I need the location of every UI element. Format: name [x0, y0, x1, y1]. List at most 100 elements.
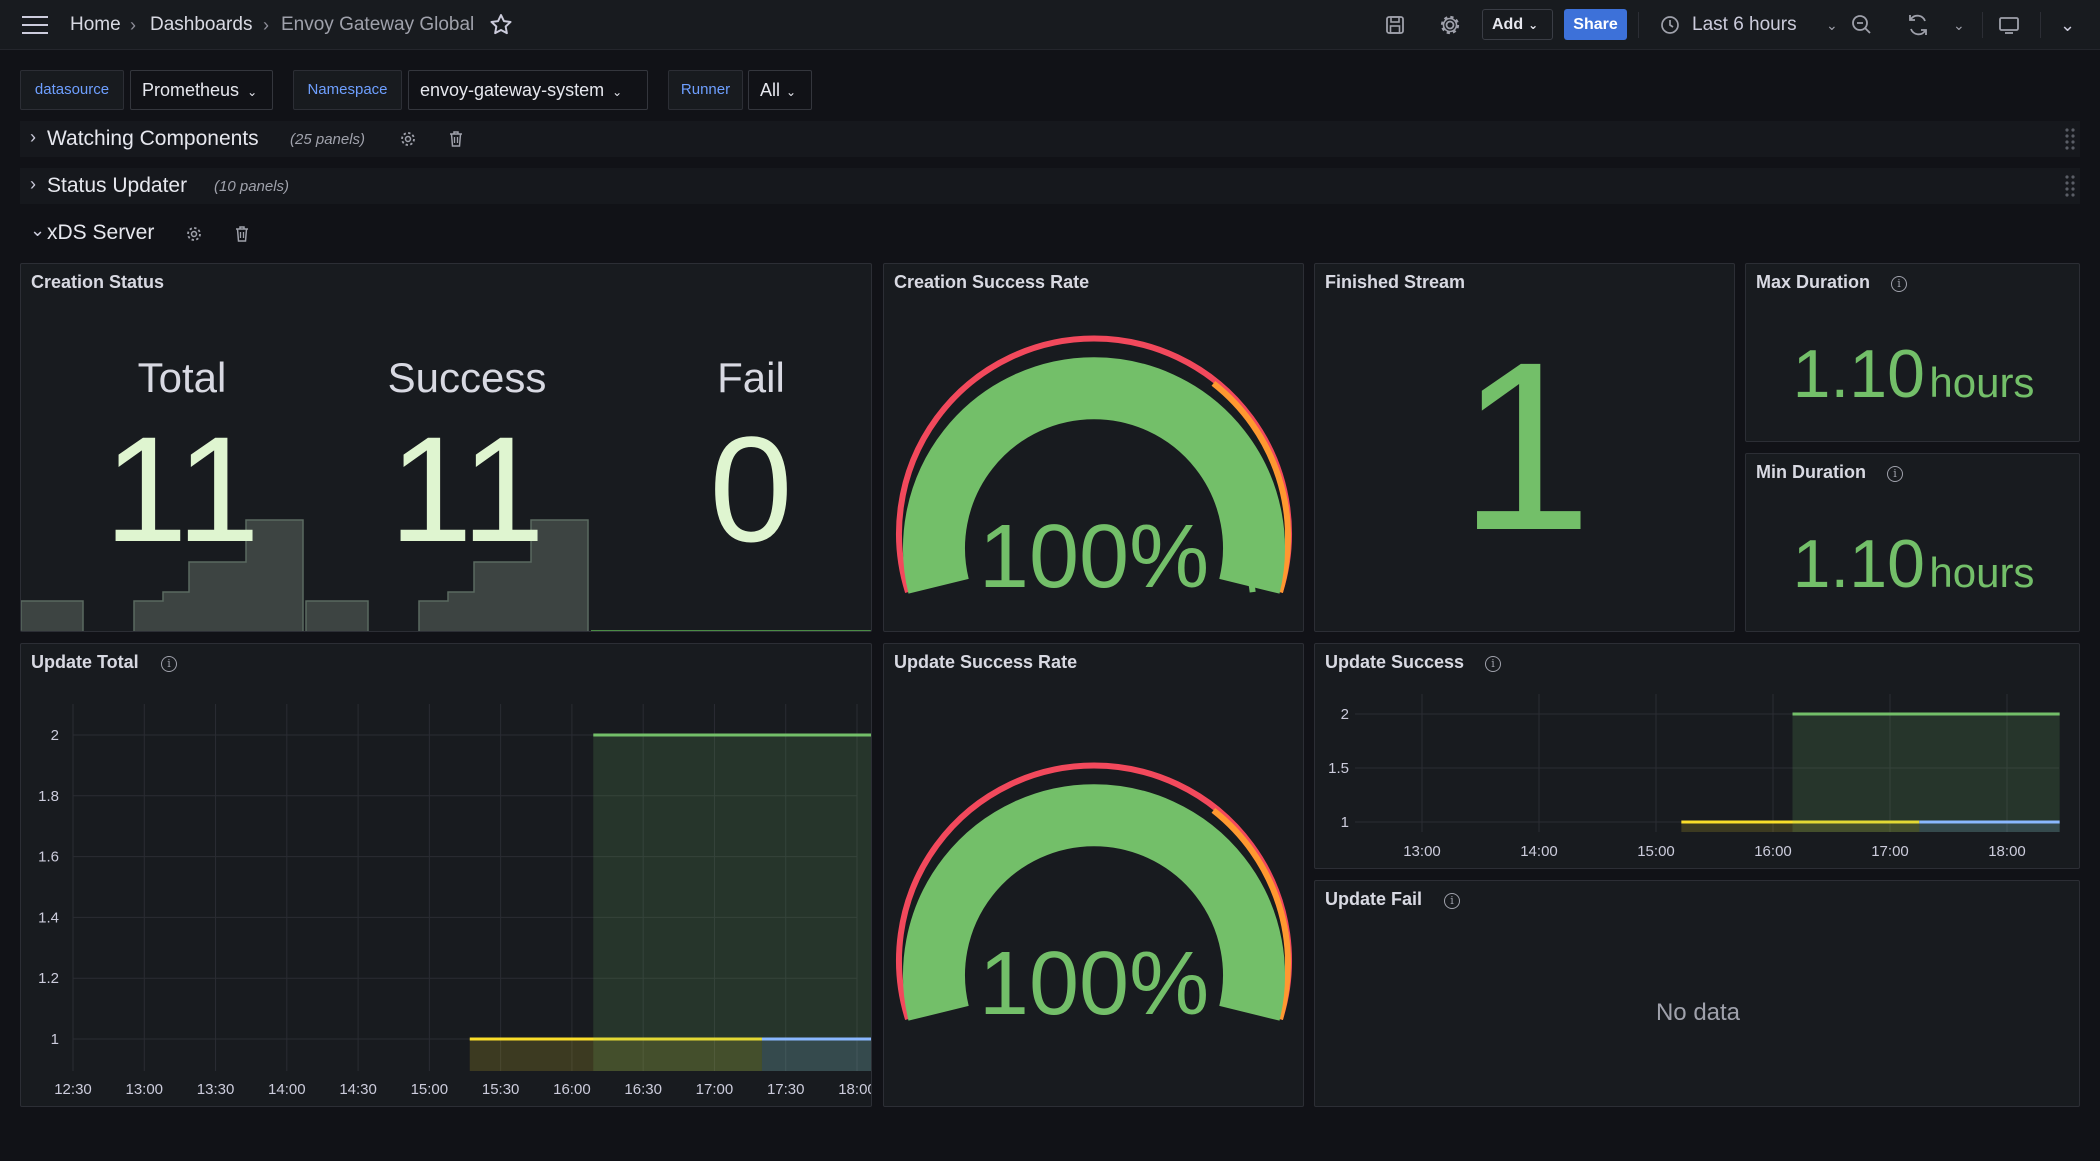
add-button[interactable]: Add ⌄ — [1482, 9, 1553, 40]
panel-finished-stream[interactable]: Finished Stream 1 — [1314, 263, 1735, 632]
x-tick-label: 18:00 — [1988, 843, 2026, 860]
panel-title: Update Total — [31, 652, 139, 672]
x-tick-label: 16:00 — [1754, 843, 1792, 860]
stat-value-total: 11 — [104, 405, 260, 573]
drag-handle-icon[interactable] — [2064, 174, 2076, 198]
zoom-out-icon[interactable] — [1847, 10, 1877, 40]
x-tick-label: 15:00 — [1637, 843, 1675, 860]
x-tick-label: 13:30 — [197, 1081, 235, 1098]
panel-title: Max Duration — [1756, 272, 1871, 292]
top-navbar: Home › Dashboards › Envoy Gateway Global… — [0, 0, 2100, 50]
share-button[interactable]: Share — [1564, 9, 1627, 40]
save-icon[interactable] — [1380, 10, 1410, 40]
series-area — [1681, 822, 1920, 832]
series-area — [593, 735, 871, 1071]
stat-value-fail: 0 — [709, 405, 793, 573]
dashboard-title: Envoy Gateway Global — [281, 14, 475, 35]
info-icon[interactable]: i — [161, 656, 177, 672]
panel-creation-success-rate[interactable]: Creation Success Rate 100% — [883, 263, 1304, 632]
stat-value: 1.10 hours — [1792, 336, 2035, 412]
stat-label-total: Total — [137, 354, 227, 401]
x-tick-label: 13:00 — [1403, 843, 1441, 860]
row-xds-server[interactable]: ⌄ xDS Server — [20, 215, 420, 251]
variable-label-datasource: datasource — [20, 70, 124, 110]
panel-title: Update Fail — [1325, 889, 1423, 909]
datasource-select[interactable]: Prometheus ⌄ — [130, 70, 273, 110]
x-tick-label: 12:30 — [54, 1081, 92, 1098]
panel-title: Min Duration — [1756, 462, 1866, 482]
info-icon[interactable]: i — [1891, 276, 1907, 292]
row-delete-trash-icon[interactable] — [232, 224, 252, 244]
x-tick-label: 15:30 — [482, 1081, 520, 1098]
x-tick-label: 14:00 — [1520, 843, 1558, 860]
y-tick-label: 2 — [51, 727, 59, 744]
divider — [1638, 12, 1639, 38]
x-tick-label: 17:00 — [1871, 843, 1909, 860]
stat-label-fail: Fail — [717, 354, 785, 401]
series-area — [761, 1039, 871, 1071]
panel-title: Update Success — [1325, 652, 1465, 672]
panel-update-total[interactable]: Update Total i 12:30 13:00 13:30 14:00 14:30… — [20, 643, 872, 1107]
x-tick-label: 17:00 — [696, 1081, 734, 1098]
row-title[interactable]: Status Updater — [47, 174, 188, 197]
row-status-updater[interactable]: › Status Updater (10 panels) — [20, 168, 2080, 204]
x-tick-label: 16:00 — [553, 1081, 591, 1098]
row-watching-components[interactable]: › Watching Components (25 panels) — [20, 121, 2080, 157]
row-panel-count: (10 panels) — [214, 178, 290, 195]
panel-update-success[interactable]: Update Success i 13:00 14:00 15:00 16:00 17:… — [1314, 643, 2080, 869]
divider — [2040, 12, 2041, 38]
panel-title: Update Success Rate — [894, 652, 1078, 672]
row-title[interactable]: xDS Server — [47, 221, 155, 244]
info-icon[interactable]: i — [1887, 466, 1903, 482]
info-icon[interactable]: i — [1444, 893, 1460, 909]
breadcrumb-dashboards[interactable]: Dashboards — [150, 14, 253, 35]
panel-update-fail[interactable]: Update Fail i No data — [1314, 880, 2080, 1107]
y-tick-label: 2 — [1341, 706, 1349, 723]
tv-mode-icon[interactable] — [1994, 10, 2024, 40]
panel-min-duration[interactable]: Min Duration i 1.10 hours — [1745, 453, 2080, 632]
time-range-picker[interactable]: Last 6 hours ⌄ — [1656, 0, 1848, 50]
breadcrumb-separator: › — [130, 15, 136, 35]
x-tick-label: 18:00 — [838, 1081, 872, 1098]
panel-title: Creation Status — [31, 272, 165, 292]
y-tick-label: 1.5 — [1328, 760, 1349, 777]
no-data-message: No data — [1655, 999, 1741, 1026]
time-range-label: Last 6 hours — [1692, 14, 1797, 35]
row-delete-trash-icon[interactable] — [446, 129, 466, 149]
refresh-interval-chevron-icon[interactable]: ⌄ — [1953, 17, 1965, 33]
variable-label-namespace: Namespace — [293, 70, 402, 110]
collapse-chevron-icon[interactable]: ⌄ — [2060, 15, 2076, 35]
runner-select[interactable]: All ⌄ — [748, 70, 812, 110]
panel-max-duration[interactable]: Max Duration i 1.10 hours — [1745, 263, 2080, 442]
info-icon[interactable]: i — [1485, 656, 1501, 672]
row-title[interactable]: Watching Components — [47, 127, 259, 150]
namespace-select[interactable]: envoy-gateway-system ⌄ — [408, 70, 648, 110]
breadcrumb-separator: › — [263, 15, 269, 35]
x-tick-label: 13:00 — [125, 1081, 163, 1098]
y-tick-label: 1.8 — [38, 788, 59, 805]
chevron-right-icon: › — [30, 127, 36, 147]
refresh-icon[interactable] — [1903, 10, 1933, 40]
x-tick-label: 17:30 — [767, 1081, 805, 1098]
drag-handle-icon[interactable] — [2064, 127, 2076, 151]
variable-label-runner: Runner — [668, 70, 743, 110]
row-settings-gear-icon[interactable] — [184, 224, 204, 244]
panel-title: Creation Success Rate — [894, 272, 1090, 292]
divider — [1982, 12, 1983, 38]
chevron-down-icon: ⌄ — [30, 220, 46, 240]
x-tick-label: 15:00 — [411, 1081, 449, 1098]
row-panel-count: (25 panels) — [290, 131, 366, 148]
breadcrumb-home[interactable]: Home — [70, 14, 121, 35]
gauge: 100% — [896, 762, 1292, 1034]
gear-icon[interactable] — [1435, 10, 1465, 40]
menu-icon[interactable] — [22, 14, 48, 36]
series-area — [469, 1039, 762, 1071]
y-tick-label: 1 — [1341, 814, 1349, 831]
panel-creation-status[interactable]: Creation Status Total 11 Success 11 Fail… — [20, 263, 872, 632]
panel-title: Finished Stream — [1325, 272, 1466, 292]
row-settings-gear-icon[interactable] — [398, 129, 418, 149]
star-icon[interactable] — [488, 12, 514, 38]
panel-update-success-rate[interactable]: Update Success Rate 100% — [883, 643, 1304, 1107]
x-tick-label: 14:30 — [339, 1081, 377, 1098]
x-tick-label: 14:00 — [268, 1081, 306, 1098]
